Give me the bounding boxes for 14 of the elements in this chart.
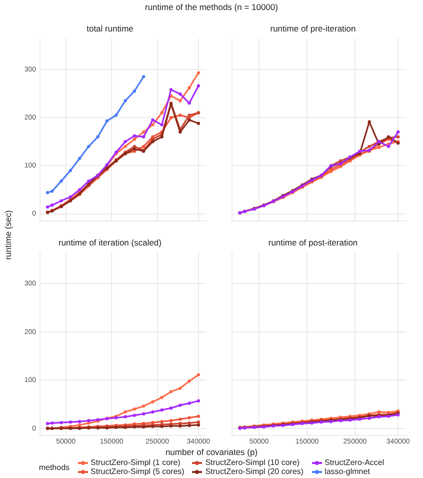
chart-title: runtime of pre-iteration (270, 23, 356, 34)
x-axis-title: number of covariates (p) (164, 447, 259, 457)
legend-title: methods (38, 462, 70, 472)
legend-label: StructZero-Simpl (20 cores) (205, 467, 304, 476)
chart-title: runtime of iteration (scaled) (58, 237, 162, 248)
legend-label: StructZero-Simpl (10 core) (205, 458, 300, 467)
y-axis-title: runtime (sec) (3, 209, 13, 262)
legend-label: StructZero-Simpl (5 cores) (90, 467, 184, 476)
chart-title: total runtime (86, 23, 134, 34)
legend-label: StructZero-Accel (324, 458, 384, 467)
legend-label: lasso-glmnet (324, 467, 370, 476)
chart-title: runtime of post-iteration (268, 237, 358, 248)
text: runtime of the methods (n = 10000) (144, 2, 279, 12)
legend-label: StructZero-Simpl (1 core) (90, 458, 180, 467)
